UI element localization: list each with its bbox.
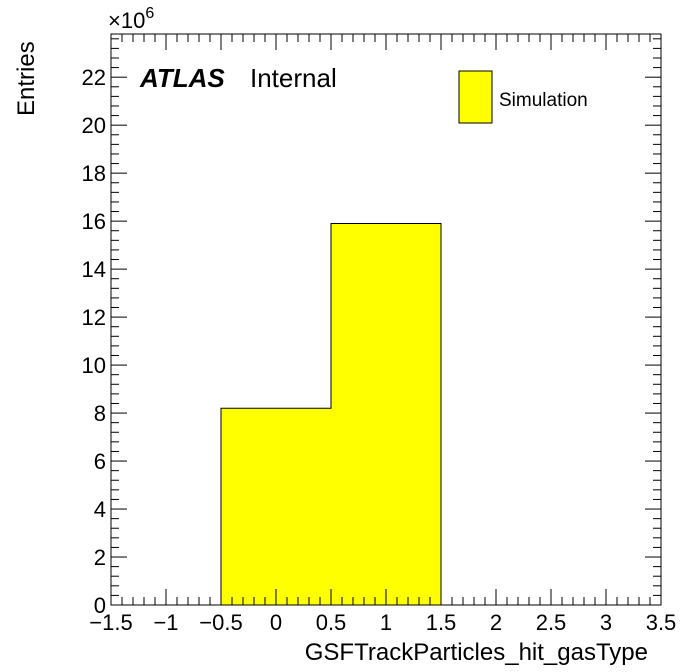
histogram-bar — [221, 408, 331, 605]
x-tick-label: 1 — [380, 610, 392, 635]
y-multiplier-exponent: 6 — [145, 5, 154, 22]
y-tick-label: 12 — [82, 305, 106, 330]
atlas-label: ATLAS — [139, 63, 225, 93]
histogram-outline — [220, 223, 442, 605]
y-tick-label: 22 — [82, 65, 106, 90]
ticks-layer — [110, 34, 662, 606]
x-tick-label: 0.5 — [316, 610, 347, 635]
x-tick-label: −0.5 — [199, 610, 242, 635]
y-tick-label: 4 — [94, 497, 106, 522]
plot-frame — [110, 33, 662, 606]
x-tick-label: −1.5 — [89, 610, 132, 635]
y-multiplier: ×106 — [108, 5, 154, 33]
y-tick-label: 16 — [82, 209, 106, 234]
x-tick-label: 3.5 — [646, 610, 677, 635]
y-tick-label: 6 — [94, 449, 106, 474]
legend-swatch-simulation — [458, 70, 493, 124]
x-tick-label: 1.5 — [426, 610, 457, 635]
y-tick-label: 8 — [94, 401, 106, 426]
x-tick-label: 0 — [270, 610, 282, 635]
histogram-bar — [331, 223, 441, 605]
y-tick-label: 2 — [94, 545, 106, 570]
x-tick-label: −1 — [153, 610, 178, 635]
y-axis-title: Entries — [13, 41, 40, 116]
x-tick-label: 2.5 — [536, 610, 567, 635]
y-tick-label: 18 — [82, 161, 106, 186]
y-tick-label: 0 — [94, 593, 106, 618]
x-tick-label: 3 — [600, 610, 612, 635]
x-axis-title: GSFTrackParticles_hit_gasType — [305, 639, 648, 666]
internal-label: Internal — [250, 63, 337, 93]
bars-layer — [220, 223, 442, 605]
tick-labels-layer: −1.5 −1 −0.5 0 0.5 1 1.5 2 2.5 3 3.5 0 2 4 6 8 10 12 14 16 1… — [82, 65, 677, 635]
y-tick-label: 10 — [82, 353, 106, 378]
legend-label-simulation: Simulation — [499, 90, 588, 111]
x-tick-label: 2 — [490, 610, 502, 635]
y-tick-label: 20 — [82, 113, 106, 138]
y-tick-label: 14 — [82, 257, 106, 282]
y-multiplier-base: ×10 — [108, 8, 145, 33]
